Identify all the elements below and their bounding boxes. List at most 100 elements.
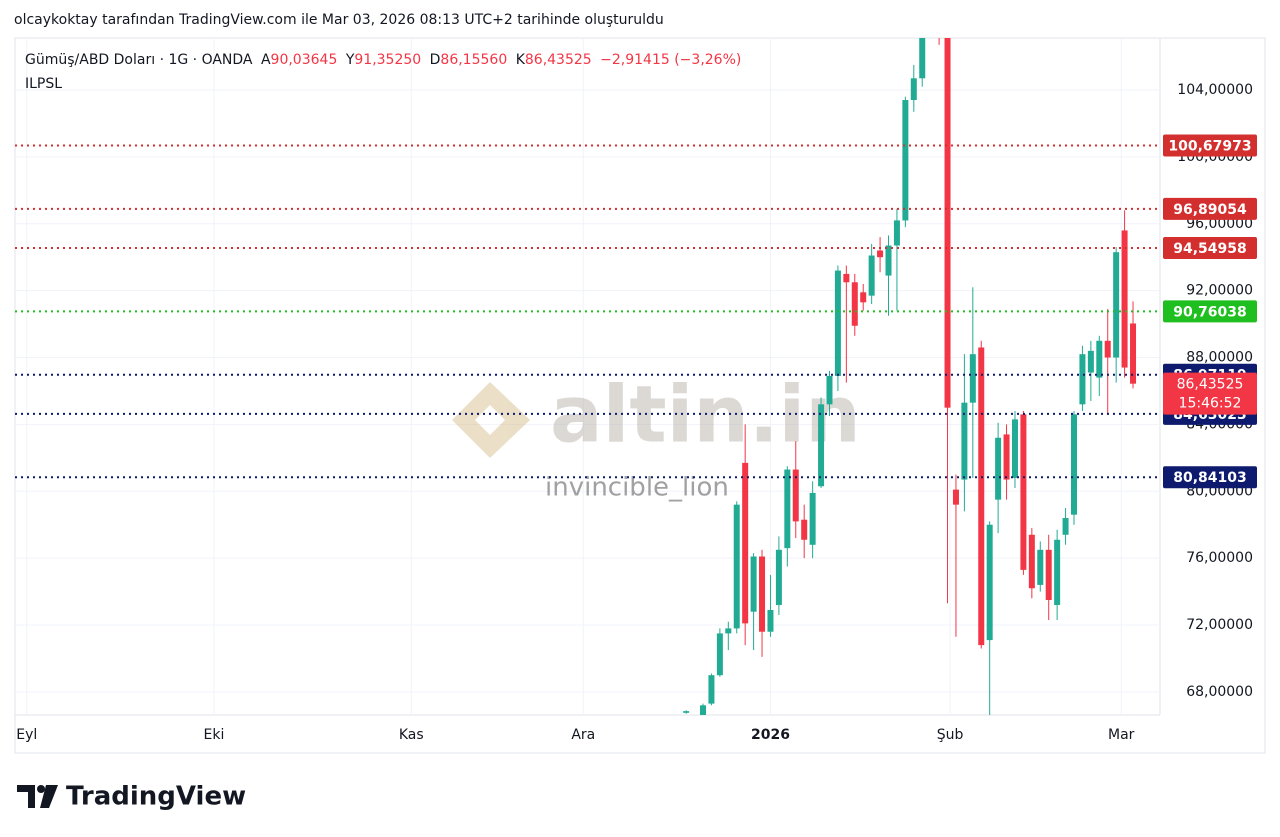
candle-body: [1113, 252, 1120, 358]
candle-body: [1054, 539, 1061, 605]
candle-body: [986, 524, 993, 641]
watermark: altin.in: [452, 370, 861, 460]
footer-brand: TradingView: [66, 782, 246, 812]
candle-body: [868, 255, 875, 296]
candle-body: [1003, 434, 1010, 480]
candle-body: [1020, 414, 1027, 570]
last-price-box: [1163, 372, 1257, 415]
candle-body: [843, 273, 850, 283]
candle-body: [910, 78, 917, 101]
x-tick-label: 2026: [751, 727, 790, 743]
candle-body: [1070, 414, 1077, 515]
legend-value: 86,15560: [440, 52, 507, 68]
candle-body: [1130, 323, 1137, 384]
x-tick-label: Ara: [571, 727, 595, 743]
candle-body: [851, 282, 858, 326]
legend-change: −2,91415 (−3,26%): [600, 52, 741, 68]
legend-key: D: [430, 52, 441, 68]
y-tick-label: 92,00000: [1186, 283, 1253, 299]
candle-body: [683, 711, 690, 713]
indicator-name: ILPSL: [25, 76, 62, 92]
logo-shape: [17, 785, 35, 808]
watermark-brand: altin.in: [550, 370, 861, 460]
candle-body: [792, 469, 799, 522]
candle-body: [969, 354, 976, 403]
candle-body: [1096, 340, 1103, 378]
x-tick-label: Eki: [204, 727, 225, 743]
candle-body: [834, 270, 841, 376]
candle-body: [1087, 350, 1094, 373]
candle-body: [978, 347, 985, 646]
level-label: 100,67973: [1168, 139, 1251, 155]
candle-body: [1062, 518, 1069, 535]
candle-body: [733, 504, 740, 629]
candle-body: [767, 609, 774, 632]
watermark-logo: [452, 382, 530, 458]
candle-body: [818, 404, 825, 487]
level-label: 80,84103: [1173, 470, 1247, 486]
level-label-box: [1163, 197, 1257, 220]
candle-body: [944, 38, 951, 408]
candle-body: [877, 250, 884, 258]
candle-body: [1011, 419, 1018, 478]
level-label: 96,89054: [1173, 202, 1247, 218]
countdown: 15:46:52: [1179, 396, 1242, 412]
y-tick-label: 104,00000: [1177, 82, 1253, 98]
level-label-box: [1163, 134, 1257, 157]
legend-key: A: [261, 52, 271, 68]
candle-body: [759, 556, 766, 632]
y-tick-label: 72,00000: [1186, 617, 1253, 633]
legend-key: Y: [345, 52, 355, 68]
legend-value: 90,03645: [271, 52, 338, 68]
candle-body: [1121, 230, 1128, 368]
legend-value: 91,35250: [354, 52, 421, 68]
legend-value: 86,43525: [525, 52, 592, 68]
x-tick-label: Eyl: [16, 727, 37, 743]
logo-shape: [40, 785, 58, 808]
level-label: 94,54958: [1173, 241, 1247, 257]
footer-logo: TradingView: [17, 782, 246, 812]
candle-body: [995, 437, 1002, 500]
candle-body: [860, 292, 867, 303]
y-tick-label: 68,00000: [1186, 684, 1253, 700]
last-price-label: 86,43525: [1177, 377, 1244, 393]
x-tick-label: Mar: [1108, 727, 1135, 743]
candle-body: [952, 489, 959, 505]
candle-body: [893, 220, 900, 246]
y-tick-label: 76,00000: [1186, 550, 1253, 566]
candle-body: [936, 0, 942, 26]
candle-body: [725, 628, 732, 634]
y-tick-label: 88,00000: [1186, 350, 1253, 366]
candle-body: [708, 675, 715, 704]
candle-body: [700, 705, 707, 715]
candle-body: [1028, 534, 1035, 589]
logo-shape: [37, 785, 45, 793]
candle-body: [1037, 549, 1044, 585]
candle-body: [784, 469, 791, 549]
level-label-box: [1163, 300, 1257, 323]
candle-body: [809, 492, 816, 545]
candle-body: [716, 633, 723, 676]
x-tick-label: Kas: [399, 727, 424, 743]
legend-symbol: Gümüş/ABD Doları · 1G · OANDA: [25, 52, 253, 68]
candle-body: [1079, 354, 1086, 405]
watermark-author: invincible_lion: [545, 473, 729, 503]
x-tick-label: Şub: [937, 727, 964, 743]
header: olcaykoktay tarafından TradingView.com i…: [14, 12, 664, 28]
candle-body: [775, 549, 782, 605]
candle-body: [1104, 340, 1111, 358]
candle-body: [801, 519, 808, 540]
level-label-box: [1163, 237, 1257, 260]
candle-body: [961, 402, 968, 480]
candle-body: [885, 245, 892, 276]
candle-body: [742, 462, 749, 624]
legend-key: K: [516, 52, 526, 68]
pane-border: [14, 37, 1266, 754]
candle-body: [750, 556, 757, 612]
level-label-box: [1163, 466, 1257, 489]
legend: Gümüş/ABD Doları · 1G · OANDA A90,03645 …: [25, 52, 741, 68]
candle-body: [919, 38, 926, 79]
candle-body: [902, 100, 909, 221]
